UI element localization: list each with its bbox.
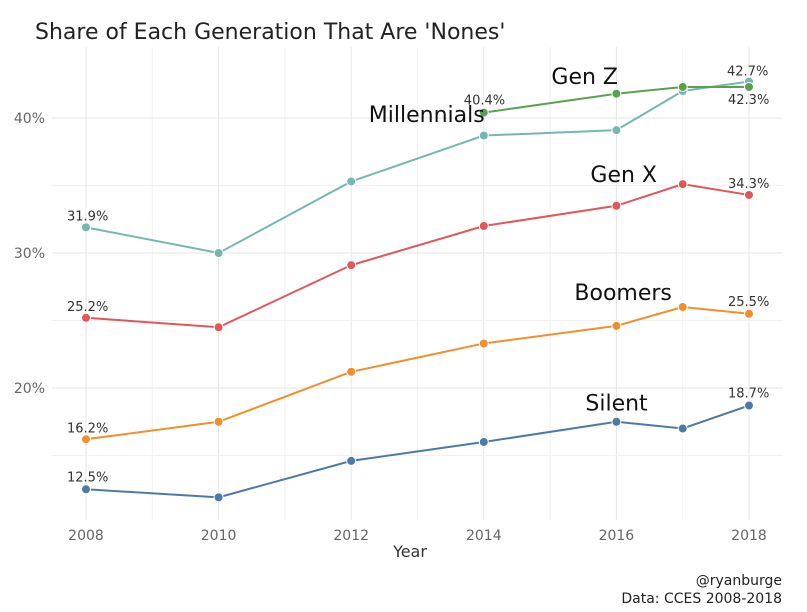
point-label-millennials-2018: 42.7% [727, 65, 768, 80]
point-gen-x-2010 [213, 322, 224, 333]
axis-layer: 2008 2010 2012 2014 2016 2018 20% 30% 40% [14, 111, 767, 544]
x-tick-label-2010: 2010 [201, 528, 237, 544]
point-gen-z-2018 [744, 81, 754, 92]
y-tick-label-20: 20% [14, 381, 45, 397]
point-label-gen-z-2018: 42.3% [728, 93, 769, 108]
y-tick-label-40: 40% [14, 111, 45, 127]
x-tick-label-2018: 2018 [731, 528, 767, 544]
x-tick-label-2014: 2014 [466, 528, 502, 544]
point-label-boomers-2018: 25.5% [728, 295, 769, 310]
point-gen-x-2016 [611, 200, 622, 211]
y-tick-label-30: 30% [14, 246, 45, 262]
point-boomers-2016 [611, 320, 622, 331]
point-millennials-2014 [478, 130, 489, 141]
point-millennials-2010 [213, 248, 224, 258]
point-gen-z-2016 [611, 88, 622, 99]
point-boomers-2012 [346, 366, 357, 377]
point-silent-2018 [744, 400, 754, 411]
x-tick-label-2016: 2016 [599, 528, 635, 544]
point-label-gen-z-2014: 40.4% [464, 94, 505, 109]
point-gen-z-2017 [677, 81, 688, 92]
point-boomers-2010 [213, 416, 224, 427]
point-gen-x-2014 [478, 221, 489, 231]
point-millennials-2016 [611, 125, 622, 136]
x-tick-label-2008: 2008 [68, 528, 104, 544]
grid-layer [52, 47, 783, 520]
chart-title: Share of Each Generation That Are 'Nones… [35, 20, 505, 45]
point-silent-2008 [81, 484, 91, 495]
x-axis-title: Year [392, 542, 427, 561]
point-boomers-2017 [677, 302, 688, 312]
series-label-gen-x: Gen X [590, 163, 657, 188]
point-label-boomers-2008: 16.2% [67, 421, 108, 436]
series-label-millennials: Millennials [369, 103, 485, 128]
labels-layer: 12.5% 18.7% 16.2% 25.5% 25.2% 34.3% 31.9% 42.7%… [67, 65, 769, 486]
point-label-gen-x-2018: 34.3% [728, 177, 769, 192]
series-label-silent: Silent [585, 392, 648, 417]
series-label-boomers: Boomers [574, 281, 672, 306]
point-label-millennials-2008: 31.9% [67, 209, 108, 224]
point-label-silent-2008: 12.5% [67, 470, 108, 485]
caption-line-1: @ryanburge [696, 573, 782, 589]
series-label-gen-z: Gen Z [551, 65, 618, 90]
point-boomers-2018 [744, 308, 754, 319]
point-silent-2017 [677, 423, 688, 434]
point-label-gen-x-2008: 25.2% [67, 300, 108, 315]
point-boomers-2008 [81, 434, 91, 445]
series-layer [81, 76, 754, 503]
x-tick-label-2012: 2012 [333, 528, 369, 544]
point-label-silent-2018: 18.7% [728, 387, 769, 402]
series-line-gen-z [483, 85, 749, 114]
point-boomers-2014 [478, 338, 489, 349]
point-millennials-2012 [346, 176, 357, 187]
point-gen-x-2017 [677, 179, 688, 190]
point-silent-2014 [478, 437, 489, 447]
point-silent-2010 [213, 492, 224, 503]
caption-line-2: Data: CCES 2008-2018 [621, 591, 782, 607]
point-silent-2012 [346, 455, 357, 466]
point-gen-x-2018 [744, 189, 754, 200]
point-gen-x-2012 [346, 260, 357, 271]
point-gen-z-2014 [478, 107, 489, 118]
point-millennials-2008 [81, 222, 91, 233]
point-silent-2016 [611, 416, 622, 427]
point-gen-x-2008 [81, 312, 91, 323]
